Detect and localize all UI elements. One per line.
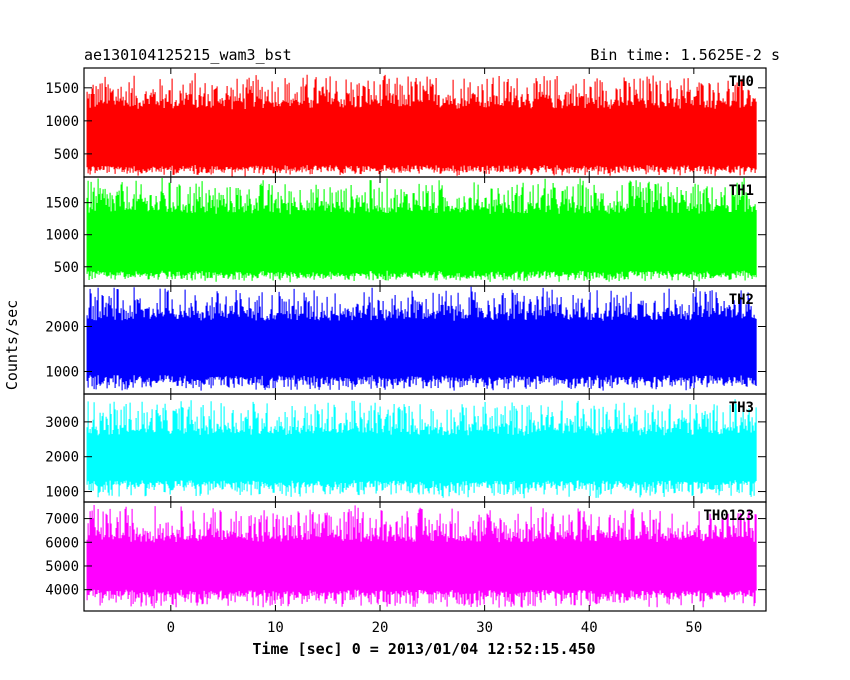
panel-frame	[83, 501, 767, 612]
y-axis-label: Counts/sec	[3, 300, 21, 390]
x-tick-label: 10	[267, 620, 284, 636]
y-tick-label: 1000	[45, 114, 79, 130]
x-tick-group: 0 10 20 30 40 50	[167, 620, 703, 636]
panel-label: TH0123	[703, 508, 754, 524]
y-tick-label: 7000	[45, 512, 79, 528]
panel-th0: 500 1000 1500 TH0	[45, 67, 767, 178]
y-tick-label: 1000	[45, 365, 79, 381]
panel-label: TH3	[729, 400, 754, 416]
chart-title: ae130104125215_wam3_bst	[84, 46, 292, 64]
y-tick-label: 3000	[45, 415, 79, 431]
series-th0	[86, 73, 757, 177]
y-tick-label: 6000	[45, 535, 79, 551]
panel-th2: 1000 2000 TH2	[45, 285, 767, 395]
series-th0123	[86, 505, 757, 609]
panel-label: TH2	[729, 292, 754, 308]
y-tick-label: 1000	[45, 485, 79, 501]
panel-label: TH1	[729, 183, 754, 199]
x-axis-label: Time [sec] 0 = 2013/01/04 12:52:15.450	[252, 640, 595, 658]
y-tick-label: 1500	[45, 81, 79, 97]
panel-th3: 1000 2000 3000 TH3	[45, 393, 767, 503]
y-tick-label: 2000	[45, 450, 79, 466]
y-tick-label: 500	[54, 260, 79, 276]
panel-th1: 500 1000 1500 TH1	[45, 176, 767, 287]
y-tick-label: 1000	[45, 228, 79, 244]
y-tick-label: 5000	[45, 559, 79, 575]
y-tick-label: 4000	[45, 583, 79, 599]
panel-label: TH0	[729, 74, 754, 90]
series-th3	[86, 399, 757, 499]
chart-subtitle: Bin time: 1.5625E-2 s	[590, 46, 780, 64]
x-tick-label: 30	[476, 620, 493, 636]
x-tick-label: 40	[581, 620, 598, 636]
x-tick-label: 50	[685, 620, 702, 636]
panel-th0123: 4000 5000 6000 7000 TH0123	[45, 501, 767, 612]
x-tick-label: 0	[167, 620, 175, 636]
series-th1	[86, 177, 757, 283]
y-tick-label: 2000	[45, 320, 79, 336]
y-tick-label: 1500	[45, 196, 79, 212]
series-th2	[86, 286, 757, 391]
y-tick-label: 500	[54, 147, 79, 163]
x-tick-label: 20	[372, 620, 389, 636]
